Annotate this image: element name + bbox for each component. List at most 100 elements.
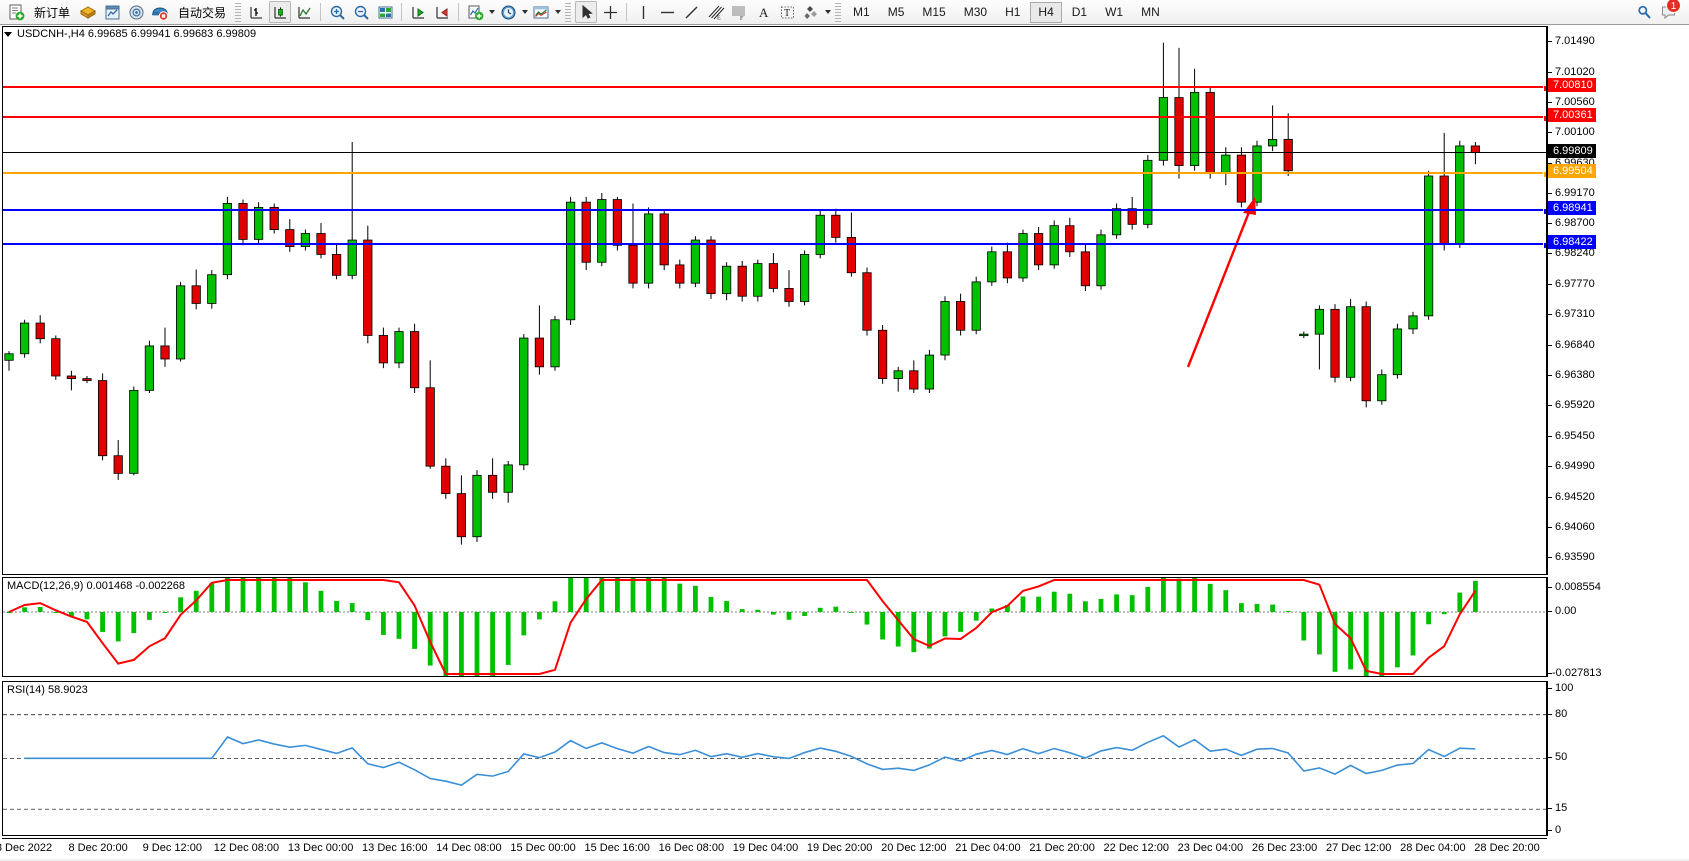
svg-text:E: E [717,15,721,21]
crosshair-icon[interactable] [599,1,621,23]
price-axis[interactable]: 7.01490 7.01020 7.00560 7.00100 6.99630 6.991… [1547,26,1689,575]
text-label-icon[interactable]: T [776,1,798,23]
timeframe-m1[interactable]: M1 [853,5,870,19]
timeframe-h4[interactable]: H4 [1030,1,1062,23]
text-icon[interactable]: A [752,1,774,23]
chart-shift-icon[interactable] [374,1,396,23]
vertical-line-icon[interactable] [632,1,654,23]
templates-icon[interactable] [530,1,552,23]
fibonacci-icon[interactable]: F [728,1,750,23]
price-level-handle[interactable] [1543,207,1546,215]
price-level-handle[interactable] [1543,170,1546,178]
price-axis-badge-support[interactable]: 6.98941 [1548,200,1596,215]
price-axis-badge-order-level[interactable]: 6.99504 [1548,163,1596,178]
time-axis[interactable]: 8 Dec 2022 8 Dec 20:00 9 Dec 12:00 12 Dec 0… [0,838,1547,859]
timeframe-w1[interactable]: W1 [1105,5,1124,19]
price-axis-tick: 7.00100 [1548,126,1595,138]
price-axis-tick: 6.93590 [1548,551,1595,563]
price-level-line-support-5[interactable] [3,241,1546,249]
expert-advisors-icon[interactable] [77,1,99,23]
toolbar-separator [401,3,403,21]
time-axis-tick: 8 Dec 2022 [0,842,53,854]
period-dropdown-arrow[interactable] [520,10,529,14]
line-chart-icon[interactable] [293,1,315,23]
navigator-icon[interactable] [125,1,147,23]
indicators-icon[interactable] [464,1,486,23]
shapes-icon[interactable] [800,1,822,23]
rsi-axis: 100 80 50 15 0 [1547,681,1689,836]
price-axis-badge-resistance[interactable]: 7.00361 [1548,107,1596,122]
toolbar-grip[interactable] [835,2,842,22]
price-level-handle[interactable] [1543,114,1546,122]
time-axis-tick: 15 Dec 16:00 [584,842,650,854]
timeframe-d1[interactable]: D1 [1071,5,1088,19]
price-axis-badge-last-price[interactable]: 6.99809 [1548,143,1596,158]
rsi-axis-tick: 0 [1548,824,1561,836]
time-axis-tick: 15 Dec 00:00 [510,842,576,854]
horizontal-line-icon[interactable] [656,1,678,23]
macd-axis: 0.008554 0.00 -0.027813 [1547,577,1689,679]
time-axis-tick: 13 Dec 16:00 [362,842,428,854]
timeframe-m30[interactable]: M30 [963,5,988,19]
price-plot-area [3,27,1546,574]
bar-chart-icon[interactable] [245,1,267,23]
price-level-line-support-4[interactable] [3,207,1546,215]
auto-scroll-icon[interactable] [407,1,429,23]
timeframe-h1[interactable]: H1 [1005,5,1021,19]
time-axis-tick: 21 Dec 20:00 [1029,842,1095,854]
time-axis-tick: 16 Dec 08:00 [658,842,725,854]
time-axis-tick: 14 Dec 08:00 [436,842,502,854]
chart-symbol-text: USDCNH-,H4 6.99685 6.99941 6.99683 6.998… [17,28,257,40]
indicators-dropdown-arrow[interactable] [487,10,496,14]
chart-symbol-header: USDCNH-,H4 6.99685 6.99941 6.99683 6.998… [0,27,256,41]
toolbar-grip[interactable] [235,2,242,22]
price-axis-tick: 6.94060 [1548,521,1595,533]
price-axis-tick: 6.98240 [1548,247,1595,259]
macd-indicator-pane[interactable]: MACD(12,26,9) 0.001468 -0.002268 [2,577,1547,677]
price-axis-badge-support[interactable]: 6.98422 [1548,234,1596,249]
chart-shift-end-icon[interactable] [431,1,453,23]
notifications-icon[interactable]: 1 [1657,0,1681,23]
timeframe-m15[interactable]: M15 [922,5,946,19]
price-axis-tick: 7.00560 [1548,96,1595,108]
cursor-icon[interactable] [575,1,598,23]
new-order-icon[interactable] [5,1,27,23]
shapes-dropdown-arrow[interactable] [823,10,832,14]
price-chart-pane[interactable] [2,26,1547,575]
rsi-indicator-pane[interactable]: RSI(14) 58.9023 [2,681,1547,836]
timeframe-m5[interactable]: M5 [887,5,905,19]
candlestick-chart-icon[interactable] [269,1,292,23]
period-icon[interactable] [497,1,519,23]
price-axis-tick: 6.95450 [1548,430,1595,442]
timeframe-mn[interactable]: MN [1141,5,1160,19]
new-order-button[interactable]: 新订单 [34,5,71,20]
price-axis-badge-resistance[interactable]: 7.00810 [1548,78,1596,93]
data-window-icon[interactable] [101,1,123,23]
price-level-handle[interactable] [1543,85,1546,93]
equidistant-channel-icon[interactable]: E [704,1,726,23]
price-level-line-resistance-0[interactable] [3,85,1546,93]
rsi-plot-area [3,682,1546,835]
price-level-handle[interactable] [1543,241,1546,249]
price-level-line-order-level-3[interactable] [3,170,1546,178]
price-level-line-last-price-2[interactable] [3,151,1546,153]
toolbar-separator [458,3,460,21]
price-level-line-resistance-1[interactable] [3,114,1546,122]
zoom-out-icon[interactable] [350,1,372,23]
templates-dropdown-arrow[interactable] [553,10,562,14]
zoom-in-icon[interactable] [326,1,348,23]
auto-trading-button[interactable]: 自动交易 [178,5,227,20]
trend-arrow-annotation[interactable] [1186,197,1256,368]
time-axis-tick: 20 Dec 12:00 [881,842,947,854]
auto-trading-icon[interactable] [149,1,171,23]
price-axis-tick: 6.98700 [1548,217,1595,229]
toolbar-separator [626,3,628,21]
price-axis-tick: 7.01490 [1548,35,1595,47]
search-icon[interactable] [1633,1,1655,23]
trendline-icon[interactable] [680,1,702,23]
toolbar-grip[interactable] [565,2,572,22]
time-axis-tick: 8 Dec 20:00 [68,842,128,854]
chart-menu-caret-icon[interactable] [4,31,12,37]
macd-axis-tick: 0.008554 [1548,581,1601,593]
